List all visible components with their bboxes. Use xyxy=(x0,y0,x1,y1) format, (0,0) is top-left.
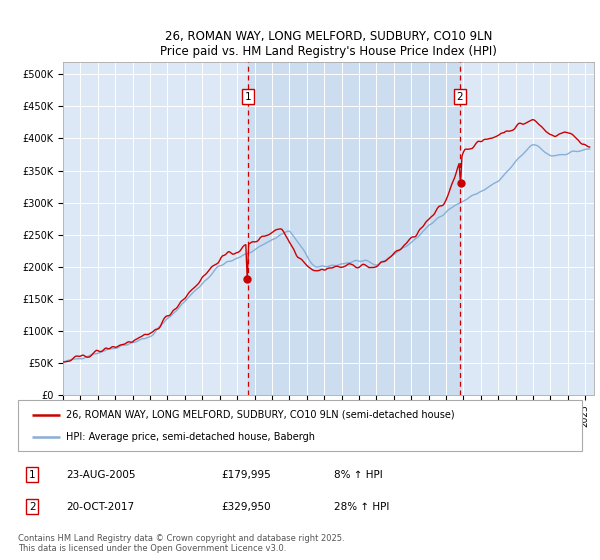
Text: HPI: Average price, semi-detached house, Babergh: HPI: Average price, semi-detached house,… xyxy=(66,432,315,442)
Text: 2: 2 xyxy=(457,92,463,102)
Text: 1: 1 xyxy=(29,470,35,480)
Text: 2: 2 xyxy=(29,502,35,511)
Bar xyxy=(248,62,460,395)
Text: £329,950: £329,950 xyxy=(221,502,271,511)
Text: 8% ↑ HPI: 8% ↑ HPI xyxy=(334,470,383,480)
Text: Contains HM Land Registry data © Crown copyright and database right 2025.
This d: Contains HM Land Registry data © Crown c… xyxy=(18,534,344,553)
Text: 23-AUG-2005: 23-AUG-2005 xyxy=(66,470,136,480)
Text: 28% ↑ HPI: 28% ↑ HPI xyxy=(334,502,389,511)
Title: 26, ROMAN WAY, LONG MELFORD, SUDBURY, CO10 9LN
Price paid vs. HM Land Registry's: 26, ROMAN WAY, LONG MELFORD, SUDBURY, CO… xyxy=(160,30,497,58)
Text: £179,995: £179,995 xyxy=(221,470,271,480)
Text: 26, ROMAN WAY, LONG MELFORD, SUDBURY, CO10 9LN (semi-detached house): 26, ROMAN WAY, LONG MELFORD, SUDBURY, CO… xyxy=(66,409,455,419)
Text: 1: 1 xyxy=(245,92,251,102)
FancyBboxPatch shape xyxy=(18,400,582,451)
Text: 20-OCT-2017: 20-OCT-2017 xyxy=(66,502,134,511)
